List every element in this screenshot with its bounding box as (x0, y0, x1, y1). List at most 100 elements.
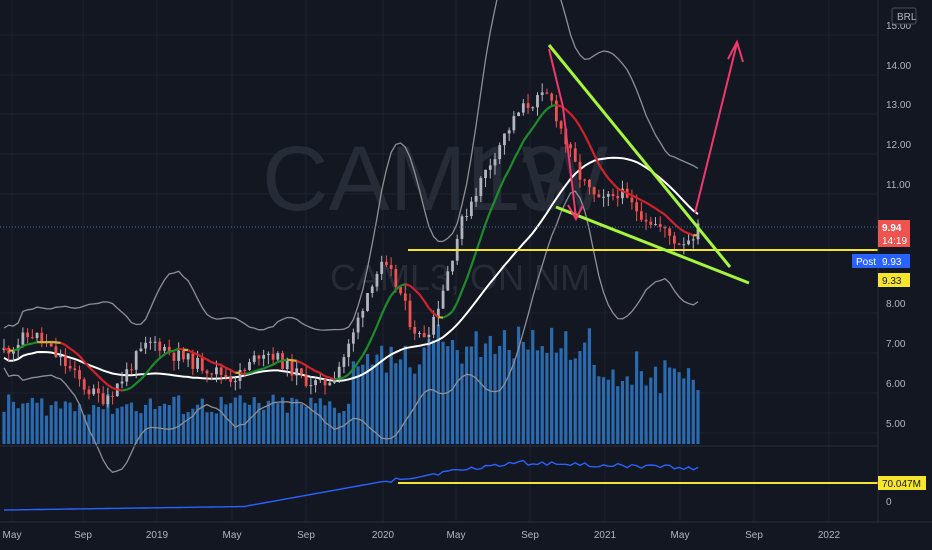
time-tick: 2020 (372, 530, 395, 541)
volume-bar (587, 328, 592, 444)
candle-body (606, 194, 610, 197)
volume-bar (30, 397, 34, 444)
candle-body (559, 121, 563, 129)
volume-bar (219, 396, 223, 444)
fast-ma-segment (305, 364, 312, 370)
volume-bar (635, 351, 639, 444)
price-tick: 5.00 (886, 419, 906, 430)
fast-ma-segment (413, 289, 421, 296)
candle-body (82, 379, 86, 390)
fast-ma-segment (371, 325, 378, 338)
candle-body (196, 358, 199, 369)
volume-bar (233, 397, 237, 444)
volume-bar (68, 402, 72, 444)
volume-bar (620, 380, 625, 444)
volume-bar (49, 405, 53, 444)
candle-body (125, 369, 129, 382)
candle-body (687, 240, 690, 245)
volume-bar (361, 364, 365, 444)
time-tick: Sep (74, 530, 92, 541)
obv-polyline (3, 459, 699, 511)
fast-ma-segment (617, 187, 624, 193)
fast-ma-segment (357, 354, 364, 363)
volume-bar (309, 397, 313, 444)
fast-ma-segment (522, 133, 529, 142)
volume-bar (328, 401, 332, 444)
volume-bar (186, 412, 190, 444)
fast-ma-segment (117, 388, 123, 392)
fast-ma-segment (512, 150, 520, 161)
candle-body (668, 228, 672, 236)
candle-body (658, 224, 662, 228)
fast-ma-segment (220, 364, 227, 369)
candle-body (153, 341, 157, 343)
volume-bar (44, 415, 49, 444)
volume-bar (158, 405, 162, 444)
candle-body (304, 374, 308, 386)
candle-body (200, 358, 204, 371)
volume-bar (639, 371, 643, 444)
volume-bar (432, 340, 436, 444)
volume-bar (238, 395, 242, 444)
volume-bar (332, 407, 337, 444)
fast-ma-segment (465, 265, 473, 280)
volume-bar (408, 367, 412, 444)
candle-body (366, 293, 369, 311)
fast-ma-segment (319, 372, 326, 378)
currency-badge[interactable]: BRL (897, 12, 917, 23)
fast-ma-segment (277, 359, 283, 363)
volume-bar (266, 400, 270, 444)
fast-ma-segment (324, 375, 331, 379)
volume-bar (564, 331, 568, 444)
fast-ma-segment (130, 382, 137, 389)
volume-bar (92, 405, 96, 444)
candle-body (158, 341, 162, 351)
time-tick: May (223, 530, 242, 541)
volume-bar (224, 404, 228, 444)
fast-ma-segment (183, 348, 189, 352)
volume-bar (592, 364, 596, 444)
fast-ma-segment (588, 144, 596, 156)
volume-bar (469, 346, 473, 444)
fast-ma-segment (607, 177, 614, 185)
candle-body (139, 348, 143, 352)
candle-body (588, 179, 591, 188)
wedge-upper-line (547, 44, 732, 268)
volume-bar (686, 368, 691, 444)
candle-body (229, 376, 233, 382)
post-market-label: Post (856, 257, 876, 268)
candle-body (351, 332, 355, 344)
volume-bar (535, 350, 540, 444)
volume-bar (498, 345, 502, 444)
fast-ma-segment (329, 376, 335, 381)
fast-ma-segment (597, 163, 605, 173)
candle-body (531, 107, 535, 109)
candle-body (616, 196, 620, 199)
volume-bar (460, 363, 464, 444)
fast-ma-segment (380, 303, 388, 315)
volume-bar (611, 369, 615, 444)
fast-ma-segment (17, 344, 24, 351)
fast-ma-segment (442, 314, 449, 319)
candle-body (446, 271, 450, 291)
candle-body (300, 368, 303, 375)
currency-badge-box[interactable] (891, 7, 917, 25)
volume-bar (488, 335, 492, 444)
candle-body (16, 344, 20, 351)
fast-ma-segment (239, 371, 246, 376)
fast-ma-segment (272, 360, 279, 366)
bollinger-lower (3, 190, 699, 474)
volume-bar (403, 345, 407, 444)
fast-ma-segment (683, 230, 690, 235)
fast-ma-segment (583, 134, 591, 145)
fast-ma-segment (230, 369, 236, 374)
volume-bar (16, 408, 20, 444)
candle-body (469, 201, 473, 217)
last-price-tag (878, 220, 910, 247)
volume-bar (96, 407, 101, 444)
fast-ma-segment (409, 284, 416, 291)
volume-bar (134, 411, 138, 444)
fast-ma-segment (460, 278, 468, 292)
fast-ma-segment (201, 356, 208, 361)
